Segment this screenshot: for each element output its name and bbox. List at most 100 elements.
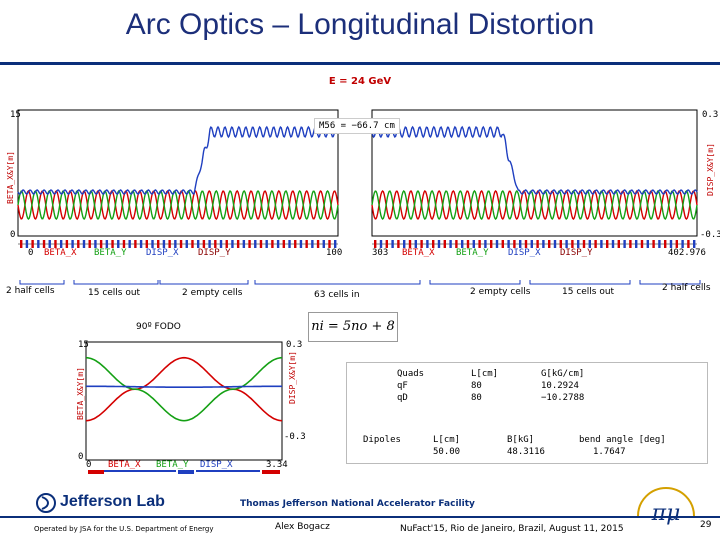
arc-magnet-mark xyxy=(553,240,557,248)
arc-magnet-mark xyxy=(501,240,504,248)
author: Alex Bogacz xyxy=(275,522,330,532)
arc-magnet-mark xyxy=(254,240,257,248)
arc-magnet-mark xyxy=(664,240,667,248)
arc-magnet-mark xyxy=(687,240,690,248)
fodo-magnet-mark xyxy=(262,470,280,474)
arc-magnet-mark xyxy=(443,240,446,248)
arc-magnet-mark xyxy=(305,240,308,248)
arc-magnet-mark xyxy=(265,240,268,248)
facility-name: Thomas Jefferson National Accelerator Fa… xyxy=(240,499,475,509)
arc-magnet-mark xyxy=(236,240,240,248)
segment-bracket xyxy=(19,280,65,285)
arc-legend-disp-y: DISP_Y xyxy=(198,248,231,258)
fodo-magnet-mark xyxy=(178,470,194,474)
arc-magnet-mark xyxy=(681,240,684,248)
arc-magnet-mark xyxy=(495,240,499,248)
arc-magnet-mark xyxy=(322,240,325,248)
segment-bracket xyxy=(639,280,701,285)
arc-magnet-mark xyxy=(693,240,696,248)
arc-magnet-mark xyxy=(259,240,263,248)
arc-magnet-mark xyxy=(219,240,223,248)
dipole-header-name: Dipoles xyxy=(363,435,401,445)
arc-magnet-mark xyxy=(31,240,34,248)
arc-magnet-mark xyxy=(65,240,69,248)
quad-row-qd-name: qD xyxy=(397,393,408,403)
arc-traces xyxy=(17,125,698,221)
segment-bracket xyxy=(73,280,159,285)
arc-right-axis-label: DISP_X&Y[m] xyxy=(706,143,715,196)
arc-magnet-mark xyxy=(379,240,383,248)
arc-magnet-mark xyxy=(519,240,522,248)
arc-beta-y-line xyxy=(17,189,339,221)
arc-x-start-1: 0 xyxy=(28,248,34,258)
arc-magnet-mark xyxy=(675,240,678,248)
quad-row-qd-length: 80 xyxy=(471,393,482,403)
arc-magnet-mark xyxy=(179,240,183,248)
arc-magnet-mark xyxy=(122,240,126,248)
quad-row-qf-gradient: 10.2924 xyxy=(541,381,579,391)
arc-magnet-mark xyxy=(426,240,429,248)
arc-magnet-mark xyxy=(185,240,188,248)
arc-magnet-mark xyxy=(403,240,406,248)
arc-magnet-mark xyxy=(82,240,86,248)
arc-magnet-mark xyxy=(334,240,337,248)
arc-magnet-mark xyxy=(299,240,303,248)
arc-magnet-mark xyxy=(202,240,206,248)
dipole-header-length: L[cm] xyxy=(433,435,461,445)
lab-name: Jefferson Lab xyxy=(60,493,165,510)
arc-magnet-mark xyxy=(242,240,246,248)
quad-row-qd-gradient: −10.2788 xyxy=(541,393,585,403)
arc-magnet-mark xyxy=(20,240,23,248)
arc-magnet-mark xyxy=(134,240,137,248)
arc-magnet-mark xyxy=(629,240,632,248)
arc-magnet-mark xyxy=(513,240,516,248)
fodo-magnet-mark xyxy=(196,470,260,472)
arc-left-axis-label: BETA_X&Y[m] xyxy=(6,151,15,204)
arc-magnet-mark xyxy=(374,240,377,248)
arc-magnet-mark xyxy=(397,240,400,248)
segment-half-cells-left: 2 half cells xyxy=(6,286,55,296)
arc-legend-beta-x: BETA_X xyxy=(44,248,77,258)
fodo-ymin-right: -0.3 xyxy=(284,432,306,442)
segment-empty-cells-right: 2 empty cells xyxy=(470,287,531,297)
fodo-disp-x-line xyxy=(86,385,282,388)
arc-magnet-mark xyxy=(225,240,228,248)
arc-magnet-mark xyxy=(139,240,143,248)
arc-magnet-mark xyxy=(548,240,551,248)
arc-magnet-mark xyxy=(588,240,591,248)
page-number: 29 xyxy=(700,520,712,530)
fodo-chart xyxy=(85,341,283,474)
arc-magnet-mark xyxy=(466,240,470,248)
arc-magnet-mark xyxy=(611,240,615,248)
arc-magnet-mark xyxy=(524,240,528,248)
operated-by: Operated by JSA for the U.S. Department … xyxy=(34,525,214,533)
segment-cells-in: 63 cells in xyxy=(314,290,360,300)
arc-magnet-mark xyxy=(594,240,597,248)
arc-magnet-mark xyxy=(25,240,29,248)
fodo-traces xyxy=(85,356,283,422)
segment-bracket xyxy=(429,280,521,285)
dipole-header-angle: bend angle [deg] xyxy=(579,435,666,445)
arc-plot-frame-left xyxy=(17,109,339,237)
fodo-beta-x-line xyxy=(85,356,283,422)
arc-magnet-mark xyxy=(151,240,154,248)
fodo-lattice-bar xyxy=(88,470,280,474)
fodo-x-end: 3.34 xyxy=(266,460,288,470)
arc-magnet-mark xyxy=(635,240,638,248)
arc-magnet-mark xyxy=(455,240,458,248)
arc-magnet-mark xyxy=(42,240,46,248)
fodo-label: 90º FODO xyxy=(136,322,181,332)
fodo-magnet-mark xyxy=(88,470,104,474)
svg-text:πμ: πμ xyxy=(651,501,681,526)
arc-magnet-mark xyxy=(582,240,586,248)
arc-magnet-mark xyxy=(316,240,320,248)
segment-cells-out-right: 15 cells out xyxy=(562,287,615,297)
arc-magnet-mark xyxy=(117,240,120,248)
fodo-legend-disp-x: DISP_X xyxy=(200,460,233,470)
arc-magnet-mark xyxy=(414,240,417,248)
dipole-header-field: B[kG] xyxy=(507,435,535,445)
arc-magnet-mark xyxy=(646,240,649,248)
arc-magnet-mark xyxy=(437,240,441,248)
arc-magnet-mark xyxy=(507,240,510,248)
arc-magnet-mark xyxy=(48,240,51,248)
